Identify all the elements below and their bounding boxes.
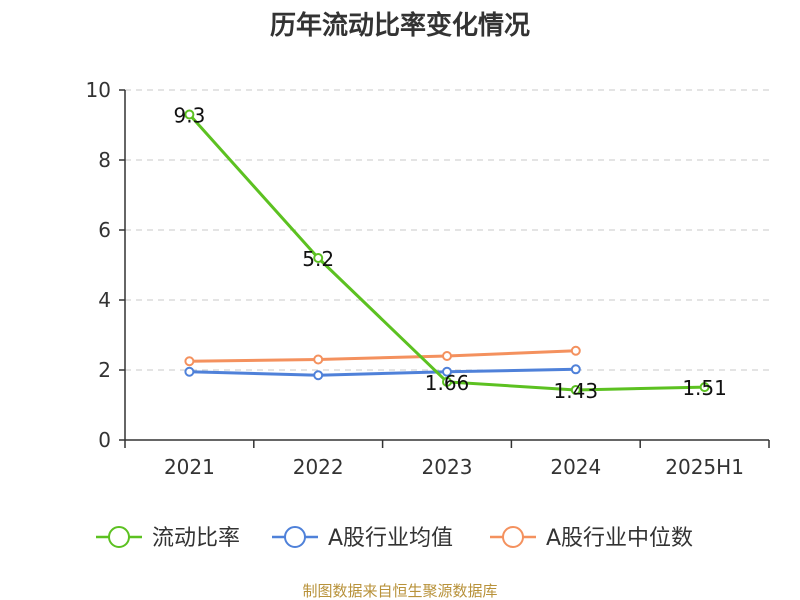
data-point <box>570 345 581 356</box>
gridlines <box>125 89 769 371</box>
x-tick-label: 2024 <box>550 455 601 479</box>
series-line-0 <box>188 113 705 392</box>
data-point <box>442 351 452 361</box>
data-point <box>184 356 195 367</box>
source-note: 制图数据来自恒生聚源数据库 <box>302 582 497 600</box>
x-tick-label: 2022 <box>293 455 344 479</box>
data-label: 1.66 <box>425 371 470 395</box>
x-tick-label: 2021 <box>164 455 215 479</box>
y-tick-label: 6 <box>98 218 111 242</box>
legend-marker-icon <box>502 526 524 548</box>
legend-item-1[interactable]: A股行业均值 <box>272 526 453 551</box>
y-tick-label: 8 <box>98 148 111 172</box>
x-tick-label: 2023 <box>422 455 473 479</box>
chart-title: 历年流动比率变化情况 <box>270 10 530 41</box>
series-line-1 <box>189 367 576 377</box>
x-tick-label: 2025H1 <box>665 455 744 479</box>
axes: 0 2 4 6 8 10 2021 2022 2023 2024 2025H1 <box>86 78 770 479</box>
data-point <box>442 366 452 377</box>
data-point <box>570 384 581 395</box>
data-label: 9.3 <box>173 104 205 128</box>
legend: 流动比率 A股行业均值 A股行业中位数 <box>96 526 693 551</box>
legend-label: 流动比率 <box>152 526 240 551</box>
series-group <box>184 109 710 395</box>
legend-label: A股行业中位数 <box>546 526 693 551</box>
y-tick-label: 4 <box>98 288 111 312</box>
data-point <box>442 376 452 387</box>
data-point <box>570 364 581 375</box>
data-label: 1.43 <box>554 379 599 403</box>
series-line-2 <box>189 349 576 363</box>
data-point <box>699 382 710 393</box>
y-tick-label: 10 <box>86 78 111 102</box>
legend-item-0[interactable]: 流动比率 <box>96 526 240 551</box>
y-tick-label: 2 <box>98 358 111 382</box>
data-labels: 9.3 5.2 1.66 1.43 1.51 <box>173 104 726 403</box>
data-point <box>184 366 195 377</box>
data-label: 1.51 <box>682 376 727 400</box>
legend-marker-icon <box>108 526 130 548</box>
legend-label: A股行业均值 <box>328 526 453 551</box>
data-point <box>313 253 324 263</box>
data-point <box>313 370 324 381</box>
legend-item-2[interactable]: A股行业中位数 <box>490 526 693 551</box>
data-point <box>184 109 195 120</box>
data-point <box>313 354 324 365</box>
legend-marker-icon <box>284 526 306 548</box>
data-label: 5.2 <box>302 247 334 271</box>
y-tick-label: 0 <box>98 428 111 452</box>
